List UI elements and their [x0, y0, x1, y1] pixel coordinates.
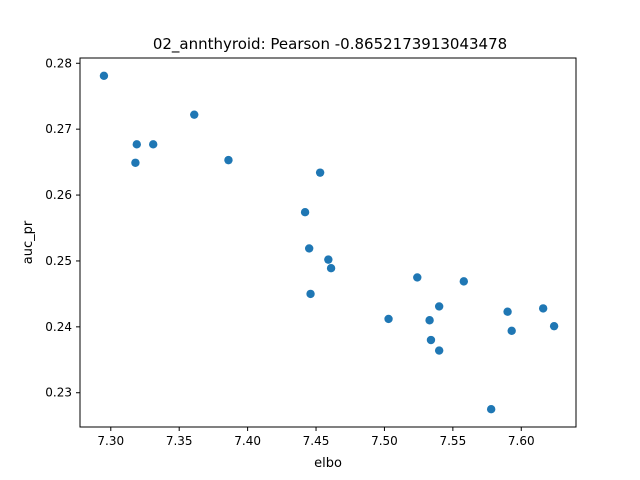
x-tick-label: 7.60 [508, 434, 535, 448]
x-tick-label: 7.40 [234, 434, 261, 448]
plot-frame [79, 57, 577, 428]
data-point [99, 71, 109, 80]
data-point [549, 321, 559, 331]
y-tick-label: 0.24 [45, 320, 72, 334]
data-points [99, 71, 559, 414]
x-tick-label: 7.45 [303, 434, 330, 448]
data-point [149, 140, 158, 149]
data-point [131, 158, 140, 167]
data-point [304, 244, 314, 253]
x-tick-label: 7.35 [166, 434, 193, 448]
data-point [426, 335, 436, 345]
data-point [503, 307, 512, 316]
axis-ticks: 7.30 7.35 7.40 7.45 7.50 7.55 7.60 0.23 0.24 0.25… [45, 56, 534, 448]
y-tick-label: 0.28 [45, 56, 72, 70]
y-tick-label: 0.23 [45, 386, 72, 400]
x-tick-label: 7.30 [97, 434, 124, 448]
data-point [538, 304, 548, 313]
data-point [507, 326, 516, 335]
chart-title: 02_annthyroid: Pearson -0.86521739130434… [153, 35, 507, 54]
data-point [384, 314, 393, 324]
x-axis-label: elbo [314, 456, 342, 471]
data-point [425, 316, 434, 325]
data-point [190, 110, 199, 119]
y-axis-label: auc_pr [21, 220, 36, 264]
data-point [326, 263, 336, 273]
x-tick-label: 7.50 [371, 434, 398, 448]
y-tick-label: 0.26 [45, 188, 72, 202]
data-point [486, 405, 496, 414]
data-point [132, 140, 141, 149]
data-point [434, 346, 444, 355]
data-point [300, 207, 310, 217]
data-point [413, 273, 422, 282]
data-point [434, 302, 444, 311]
y-tick-label: 0.25 [45, 254, 72, 268]
x-tick-label: 7.55 [439, 434, 466, 448]
data-point [306, 289, 315, 299]
data-point [459, 277, 469, 286]
data-point [324, 255, 333, 264]
data-point [315, 168, 325, 177]
data-point [224, 155, 233, 165]
y-tick-label: 0.27 [45, 122, 72, 136]
